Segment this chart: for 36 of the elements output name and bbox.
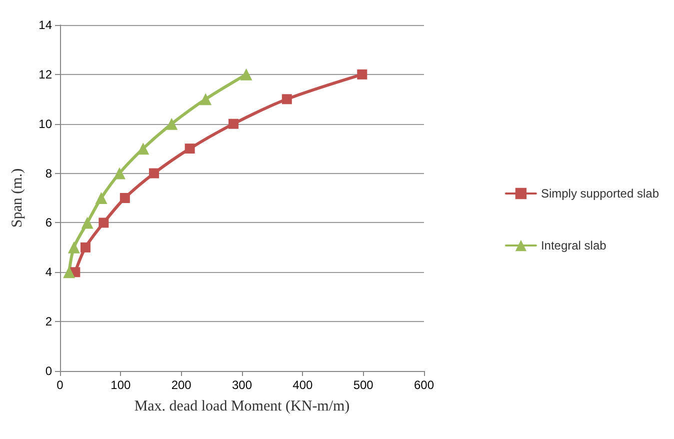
legend-label: Simply supported slab xyxy=(540,186,660,200)
point xyxy=(68,241,80,254)
x-tick-label: 100 xyxy=(110,378,131,392)
y-tick-label: 2 xyxy=(45,314,52,329)
point xyxy=(184,144,195,154)
point xyxy=(63,266,76,278)
point xyxy=(81,216,94,229)
point xyxy=(228,118,239,129)
point xyxy=(98,218,109,228)
point xyxy=(282,94,292,104)
point xyxy=(80,242,90,252)
y-axis-title: Span (m.) xyxy=(10,168,26,228)
y-tick-label: 0 xyxy=(45,364,52,378)
point xyxy=(95,192,108,204)
x-tick-label: 200 xyxy=(171,378,192,392)
y-tick-label: 12 xyxy=(38,67,52,82)
y-tick-label: 8 xyxy=(45,166,52,180)
point xyxy=(357,69,368,80)
y-tick-label: 4 xyxy=(45,265,52,280)
x-axis-title: Max. dead load Moment (KN-m/m) xyxy=(134,398,350,414)
point xyxy=(166,118,178,130)
y-tick-label: 6 xyxy=(45,216,52,230)
x-tick-label: 300 xyxy=(232,378,252,392)
x-tick-label: 500 xyxy=(353,378,374,392)
legend-label: Integral slab xyxy=(540,238,607,252)
point xyxy=(200,93,212,106)
point xyxy=(137,142,150,155)
x-tick-label: 600 xyxy=(414,378,434,392)
point xyxy=(149,168,160,178)
x-tick-label: 400 xyxy=(292,378,313,392)
point xyxy=(240,68,252,80)
point xyxy=(113,167,126,180)
point xyxy=(120,193,130,203)
y-tick-label: 14 xyxy=(38,18,52,32)
x-tick-label: 0 xyxy=(56,378,64,392)
y-tick-label: 10 xyxy=(38,116,52,131)
